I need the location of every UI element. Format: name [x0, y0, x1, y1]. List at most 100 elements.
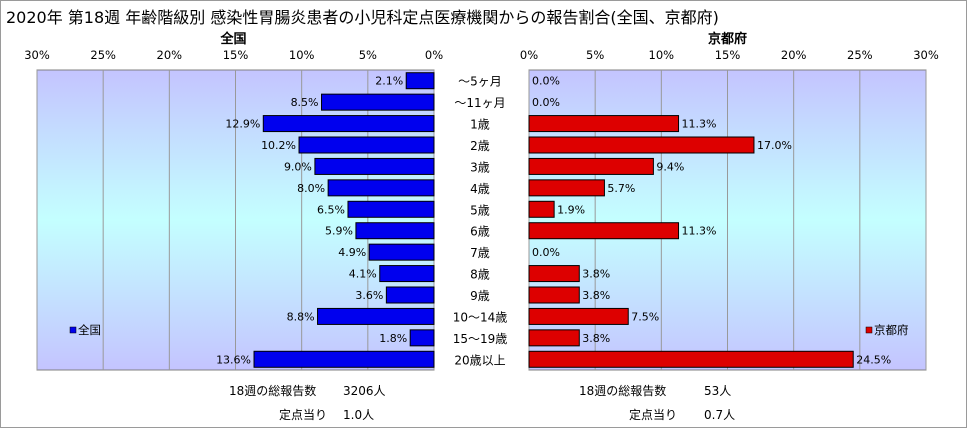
category-label: 20歳以上 — [454, 353, 505, 367]
kyoto-bar — [528, 307, 629, 325]
national-bar — [317, 307, 435, 325]
national-per-value: 1.0人 — [343, 408, 375, 422]
category-label: 9歳 — [470, 289, 490, 303]
category-label: 4歳 — [470, 182, 490, 196]
category-label: ～11ヶ月 — [454, 96, 505, 110]
kyoto-tick-label: 10% — [649, 48, 675, 62]
kyoto-total-label: 18週の総報告数 — [579, 384, 667, 398]
national-panel-title: 全国 — [219, 31, 246, 47]
kyoto-bar — [528, 115, 680, 133]
kyoto-bar — [528, 350, 854, 368]
kyoto-data-label: 1.9% — [557, 203, 585, 216]
national-data-label: 5.9% — [325, 225, 353, 238]
category-label: ～5ヶ月 — [458, 75, 502, 89]
kyoto-data-label: 0.0% — [532, 246, 560, 259]
kyoto-data-label: 24.5% — [856, 353, 891, 366]
national-tick-label: 5% — [359, 48, 377, 62]
kyoto-tick-label: 20% — [781, 48, 807, 62]
kyoto-bar — [528, 286, 580, 304]
national-data-label: 10.2% — [261, 139, 296, 152]
national-bar — [253, 350, 435, 368]
kyoto-bar — [528, 157, 654, 175]
kyoto-data-label: 11.3% — [682, 225, 717, 238]
national-tick-label: 15% — [223, 48, 249, 62]
kyoto-total-value: 53人 — [704, 384, 732, 398]
national-panel: 0% 5% 10% 15% 20% 25% 30% 全国 2.1% 8.5% 12.9%10.2% 9… — [24, 31, 443, 371]
kyoto-panel: 0% 5% 10% 15% 20% 25% 30% 京都府 0.0% 0.0% 11.3% 17.0%… — [520, 31, 939, 371]
kyoto-per-label: 定点当り — [629, 408, 678, 422]
kyoto-data-label: 0.0% — [532, 75, 560, 88]
national-data-label: 12.9% — [225, 118, 260, 131]
national-legend-swatch — [69, 326, 77, 334]
kyoto-bar — [528, 179, 605, 197]
national-tick-label: 25% — [90, 48, 116, 62]
national-bar — [262, 115, 435, 133]
national-bar — [321, 93, 435, 111]
kyoto-bar — [528, 136, 755, 154]
national-tick-label: 30% — [24, 48, 50, 62]
national-data-label: 4.9% — [338, 246, 366, 259]
national-bar — [405, 72, 435, 90]
national-per-label: 定点当り — [279, 408, 328, 422]
kyoto-data-label: 9.4% — [656, 160, 684, 173]
national-data-label: 6.5% — [317, 203, 345, 216]
national-data-label: 1.8% — [379, 332, 407, 345]
chart-title: 2020年 第18週 年齢階級別 感染性胃腸炎患者の小児科定点医療機関からの報告… — [6, 8, 719, 27]
kyoto-per-value: 0.7人 — [704, 408, 736, 422]
category-label: 10～14歳 — [453, 310, 508, 324]
kyoto-bar — [528, 200, 555, 218]
national-data-label: 8.8% — [287, 310, 315, 323]
national-data-label: 9.0% — [284, 160, 312, 173]
kyoto-tick-label: 30% — [913, 48, 939, 62]
kyoto-tick-label: 0% — [520, 48, 538, 62]
national-bar — [355, 222, 435, 240]
category-label: 1歳 — [470, 118, 490, 132]
category-label: 8歳 — [470, 268, 490, 282]
national-bar — [368, 243, 435, 261]
national-bar — [298, 136, 435, 154]
national-total-value: 3206人 — [343, 384, 386, 398]
national-total-label: 18週の総報告数 — [229, 384, 317, 398]
national-data-label: 13.6% — [216, 353, 251, 366]
kyoto-data-label: 3.8% — [582, 289, 610, 302]
kyoto-tick-label: 15% — [715, 48, 741, 62]
national-data-label: 4.1% — [349, 268, 377, 281]
kyoto-data-label: 3.8% — [582, 332, 610, 345]
national-tick-label: 20% — [157, 48, 183, 62]
national-bar — [314, 157, 435, 175]
national-tick-label: 10% — [289, 48, 315, 62]
national-data-label: 2.1% — [375, 75, 403, 88]
kyoto-tick-label: 25% — [847, 48, 873, 62]
kyoto-data-label: 17.0% — [757, 139, 792, 152]
kyoto-data-label: 0.0% — [532, 96, 560, 109]
national-data-label: 8.0% — [297, 182, 325, 195]
kyoto-panel-title: 京都府 — [708, 31, 747, 47]
kyoto-bar — [528, 329, 580, 347]
national-legend-label: 全国 — [78, 323, 101, 337]
national-bar — [347, 200, 435, 218]
age-category-labels: ～5ヶ月 ～11ヶ月 1歳 2歳 3歳 4歳 5歳 6歳 7歳 8歳 9歳 10～14歳 15～19歳 2… — [453, 75, 508, 368]
national-tick-label: 0% — [425, 48, 443, 62]
kyoto-tick-label: 5% — [586, 48, 604, 62]
category-label: 6歳 — [470, 225, 490, 239]
national-data-label: 8.5% — [291, 96, 319, 109]
category-label: 15～19歳 — [453, 332, 508, 346]
kyoto-bar — [528, 222, 680, 240]
kyoto-data-label: 3.8% — [582, 268, 610, 281]
national-bar — [327, 179, 435, 197]
kyoto-bar — [528, 265, 580, 283]
category-label: 5歳 — [470, 203, 490, 217]
national-bar — [379, 265, 435, 283]
kyoto-data-label: 5.7% — [607, 182, 635, 195]
kyoto-data-label: 11.3% — [682, 118, 717, 131]
kyoto-data-label: 7.5% — [631, 310, 659, 323]
kyoto-legend-swatch — [865, 326, 873, 334]
national-data-label: 3.6% — [355, 289, 383, 302]
category-label: 7歳 — [470, 246, 490, 260]
national-bar — [409, 329, 435, 347]
category-label: 3歳 — [470, 160, 490, 174]
national-bar — [385, 286, 435, 304]
kyoto-legend-label: 京都府 — [874, 323, 909, 337]
category-label: 2歳 — [470, 139, 490, 153]
